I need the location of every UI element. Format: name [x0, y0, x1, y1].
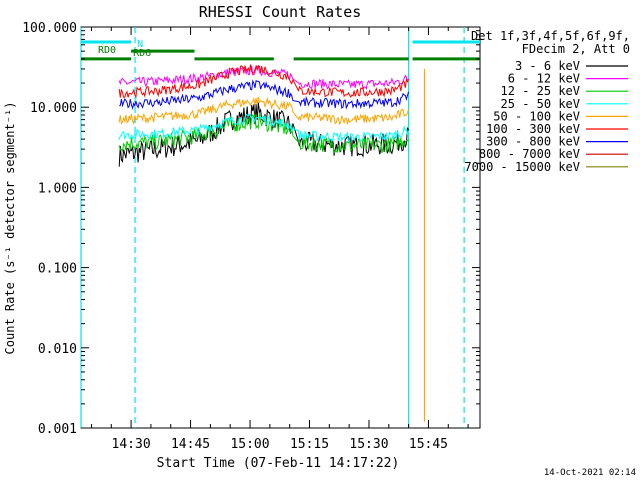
plot-frame: [80, 26, 481, 429]
legend-entry-label: 3 - 6 keV: [515, 59, 580, 73]
legend-entry-label: 300 - 800 keV: [486, 135, 580, 149]
legend-entry-label: 800 - 7000 keV: [479, 147, 580, 161]
legend-header-line-2: FDecim 2, Att 0: [522, 42, 630, 56]
series-line-6: [119, 79, 410, 111]
y-tick-label: 10.000: [30, 101, 77, 116]
x-tick-label: 15:45: [409, 437, 448, 452]
plot-area: N RD0 RD6: [80, 26, 481, 429]
y-tick-label: 0.001: [38, 422, 77, 437]
legend-entry-label: 7000 - 15000 keV: [464, 160, 580, 174]
series-line-5: [118, 64, 410, 99]
flag-label: N: [137, 39, 143, 50]
x-axis-label: Start Time (07-Feb-11 14:17:22): [157, 456, 400, 471]
legend-entry-label: 50 - 100 keV: [493, 109, 580, 123]
chart-title: RHESSI Count Rates: [199, 3, 362, 21]
x-tick-label: 15:30: [349, 437, 388, 452]
x-tick-label: 15:00: [230, 437, 269, 452]
legend-entry-label: 25 - 50 keV: [501, 97, 580, 111]
y-tick-label: 0.100: [38, 262, 77, 277]
y-tick-label: 0.010: [38, 342, 77, 357]
y-tick-label: 1.000: [38, 181, 77, 196]
series-line-3: [118, 113, 410, 143]
legend-entry-label: 12 - 25 keV: [501, 84, 580, 98]
x-tick-label: 15:15: [290, 437, 329, 452]
flag-label: RD6: [133, 48, 151, 59]
legend-header-line-1: Det 1f,3f,4f,5f,6f,9f,: [471, 29, 630, 43]
series-line-1: [118, 64, 409, 91]
y-axis-label: Count Rate (s⁻¹ detector segment⁻¹): [3, 102, 17, 355]
x-tick-label: 14:30: [112, 437, 151, 452]
footer-timestamp: 14-Oct-2021 02:14: [544, 468, 636, 478]
y-axis: 100.000 10.000 1.000 0.100 0.010 0.001: [22, 21, 480, 437]
legend: Det 1f,3f,4f,5f,6f,9f, FDecim 2, Att 0 3…: [464, 29, 630, 174]
x-tick-label: 14:45: [171, 437, 210, 452]
series-line-2: [118, 113, 410, 155]
legend-entry-label: 6 - 12 keV: [508, 72, 580, 86]
legend-entry-label: 100 - 300 keV: [486, 122, 580, 136]
y-tick-label: 100.000: [22, 21, 77, 36]
series-line-4: [118, 96, 410, 125]
series-line-0: [118, 102, 410, 167]
x-axis: 14:30 14:45 15:00 15:15 15:30 15:45: [90, 27, 469, 452]
flag-label: RD0: [98, 45, 116, 56]
